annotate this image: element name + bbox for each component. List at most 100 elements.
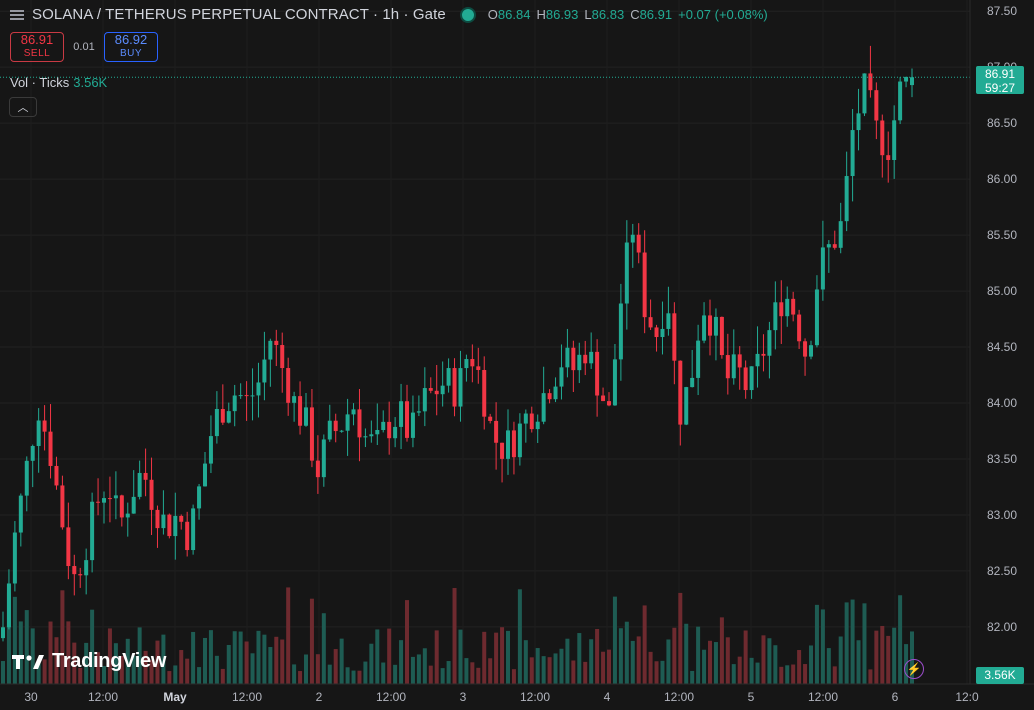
candle-body [583, 354, 588, 364]
volume-bar [96, 652, 101, 684]
volume-bar [12, 596, 17, 684]
tradingview-watermark[interactable]: TradingView [12, 650, 166, 673]
candle-body [286, 368, 291, 403]
volume-bar [624, 621, 629, 684]
candle-body [345, 414, 350, 431]
time-tick-label: 12:00 [520, 690, 550, 704]
candle-body [250, 395, 255, 397]
volume-bar [262, 634, 267, 684]
volume-bar [30, 628, 35, 684]
market-status-icon[interactable] [459, 6, 476, 23]
volume-bar [60, 590, 65, 684]
volume-bar [440, 668, 445, 684]
volume-bar [458, 629, 463, 684]
volume-bar [6, 592, 11, 684]
watermark-text: TradingView [52, 650, 167, 672]
volume-label: 3.56K [976, 667, 1024, 684]
volume-bar [761, 635, 766, 684]
chevron-up-icon: ︿ [17, 102, 29, 114]
candle-body [731, 354, 736, 379]
candle-body [601, 395, 606, 402]
candle-body [1, 627, 5, 639]
time-tick-label: 4 [604, 690, 611, 704]
high-label: H [536, 7, 546, 22]
buy-button[interactable]: 86.92 BUY [104, 32, 158, 62]
candle-body [517, 423, 522, 458]
candle-body [458, 368, 463, 407]
candle-body [702, 315, 707, 341]
candle-body [612, 359, 617, 406]
volume-legend[interactable]: Vol · Ticks 3.56K [10, 75, 107, 90]
volume-bar [743, 630, 748, 684]
volume-bar [90, 609, 95, 684]
volume-bar [612, 596, 617, 684]
candle-body [535, 421, 540, 430]
candle-body [363, 436, 368, 438]
volume-bar [500, 627, 505, 684]
candle-body [814, 289, 819, 346]
volume-bar [399, 640, 404, 684]
candle-body [737, 354, 742, 368]
volume-bar [137, 627, 142, 684]
candle-body [161, 514, 166, 529]
price-tick-label: 83.00 [987, 508, 1017, 522]
volume-bar [488, 658, 493, 684]
candle-body [96, 501, 101, 503]
candle-body [452, 368, 457, 407]
candle-body [256, 382, 261, 396]
candle-body [910, 77, 914, 86]
menu-icon[interactable] [10, 9, 24, 21]
volume-bar [143, 650, 148, 684]
collapse-legend-button[interactable]: ︿ [9, 97, 37, 117]
bar-countdown: 59:27 [984, 81, 1016, 95]
volume-bar [482, 631, 487, 684]
low-label: L [584, 7, 592, 22]
candle-body [155, 509, 160, 529]
volume-bar [357, 670, 362, 684]
candle-body [113, 495, 118, 499]
volume-bar [268, 647, 273, 684]
time-tick-label: 30 [24, 690, 38, 704]
sell-button[interactable]: 86.91 SELL [10, 32, 64, 62]
symbol-title[interactable]: SOLANA / TETHERUS PERPETUAL CONTRACT · 1… [32, 6, 446, 23]
volume-bar [18, 621, 23, 684]
candle-body [387, 421, 392, 439]
candle-body [755, 353, 760, 367]
time-tick-label: 6 [892, 690, 899, 704]
candle-body [618, 303, 623, 360]
spread-value: 0.01 [73, 41, 95, 53]
price-tick-label: 85.50 [987, 228, 1017, 242]
volume-bar [363, 661, 368, 684]
price-axis[interactable]: 87.5087.0086.5086.0085.5085.0084.5084.00… [969, 0, 1034, 710]
candle-body [6, 583, 11, 628]
candle-body [48, 431, 53, 466]
candle-body [488, 416, 493, 421]
candle-body [107, 498, 112, 500]
volume-bar [155, 640, 160, 684]
candle-body [226, 411, 231, 423]
volume-bar [327, 664, 332, 684]
volume-bar [36, 663, 41, 684]
volume-bar [244, 641, 249, 684]
candle-body [767, 330, 772, 356]
time-axis[interactable]: 30 12:00 May 12:00 2 12:00 3 12:00 4 12:00 5 12:00 6… [0, 683, 1034, 704]
open-label: O [487, 7, 498, 22]
volume-bar [737, 656, 742, 684]
volume-bar [690, 670, 695, 684]
volume-bar [648, 651, 653, 684]
volume-bar [517, 589, 522, 684]
candle-body [571, 347, 576, 371]
volume-legend-value: 3.56K [73, 75, 108, 90]
candle-body [642, 252, 647, 318]
volume-bar [832, 666, 837, 684]
open-value: 86.84 [497, 7, 531, 22]
volume-bar [232, 631, 237, 684]
candle-body [274, 340, 279, 346]
lightning-icon[interactable]: ⚡ [904, 659, 924, 679]
price-tick-label: 84.50 [987, 340, 1017, 354]
candle-body [208, 436, 213, 464]
candle-body [838, 221, 843, 248]
time-tick-label: 12:00 [232, 690, 262, 704]
candle-body [654, 327, 659, 338]
